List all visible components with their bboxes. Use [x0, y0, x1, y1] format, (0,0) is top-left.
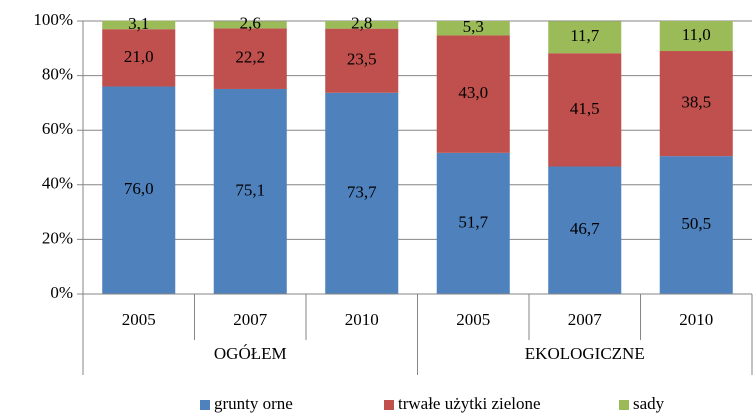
bar-segment [548, 166, 622, 294]
data-label: 23,5 [347, 50, 377, 69]
data-label: 76,0 [124, 179, 154, 198]
data-label: 73,7 [347, 182, 377, 201]
data-label: 5,3 [463, 17, 484, 36]
bar-segment [436, 35, 510, 153]
bar-segment [436, 21, 510, 36]
bar-segment [659, 21, 733, 52]
data-label: 75,1 [235, 180, 265, 199]
data-label: 46,7 [570, 219, 600, 238]
bar-segment [436, 152, 510, 294]
bar-segment [102, 20, 176, 30]
data-label: 11,7 [570, 26, 600, 45]
data-label: 51,7 [458, 212, 488, 231]
legend-label: grunty orne [214, 394, 293, 413]
group-label: OGÓŁEM [214, 344, 287, 363]
bar-segment [213, 88, 287, 295]
x-tick-label: 2010 [345, 310, 379, 329]
data-label: 41,5 [570, 99, 600, 118]
y-tick-label: 20% [42, 228, 73, 247]
y-tick-label: 0% [50, 283, 73, 302]
bar-segment [325, 92, 399, 294]
bar-segment [548, 21, 622, 54]
bar-segment [325, 28, 399, 93]
data-label: 38,5 [681, 92, 711, 111]
y-tick-label: 80% [42, 65, 73, 84]
data-label: 2,6 [240, 14, 261, 33]
x-tick-label: 2010 [679, 310, 713, 329]
x-tick-label: 2007 [568, 310, 603, 329]
data-label: 22,2 [235, 48, 265, 67]
x-tick-label: 2007 [233, 310, 268, 329]
bar-segment [102, 29, 176, 87]
legend-label: trwałe użytki zielone [398, 394, 541, 413]
y-tick-label: 100% [33, 10, 73, 29]
data-label: 43,0 [458, 83, 488, 102]
legend-swatch [384, 400, 394, 410]
data-label: 2,8 [351, 14, 372, 33]
data-label: 3,1 [128, 14, 149, 33]
x-tick-label: 2005 [122, 310, 156, 329]
legend-swatch [200, 400, 210, 410]
bar-segment [659, 51, 733, 157]
group-label: EKOLOGICZNE [525, 344, 645, 363]
data-label: 11,0 [682, 25, 711, 44]
bar-segment [213, 28, 287, 89]
bar-segment [213, 21, 287, 29]
legend-label: sady [633, 394, 665, 413]
data-label: 21,0 [124, 47, 154, 66]
y-tick-label: 40% [42, 174, 73, 193]
bar-segment [548, 53, 622, 167]
legend-swatch [619, 400, 629, 410]
data-label: 50,5 [681, 214, 711, 233]
bar-segment [325, 21, 399, 29]
bar-segment [659, 156, 733, 294]
bar-segment [102, 86, 176, 295]
x-tick-label: 2005 [456, 310, 490, 329]
y-tick-label: 60% [42, 119, 73, 138]
